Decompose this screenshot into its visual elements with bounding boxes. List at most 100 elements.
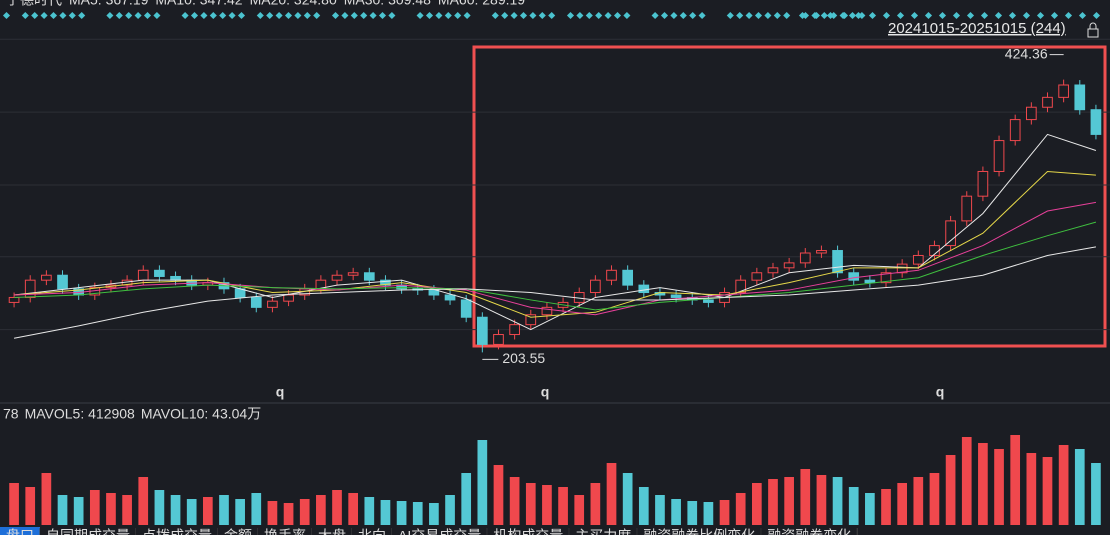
candle-body [816, 250, 827, 254]
ma-legend: MA10: 347.42 [155, 0, 242, 8]
volume-bar [396, 501, 407, 525]
tab[interactable]: 自同期成交量 [40, 527, 137, 535]
signal-diamond [679, 11, 687, 20]
signal-diamond [228, 11, 236, 20]
signal-diamond [501, 11, 509, 20]
range-label[interactable]: 20241015-20251015 (244) [888, 20, 1066, 37]
volume-bar [9, 483, 19, 525]
volume-bar [832, 477, 843, 525]
volume-bar [73, 497, 84, 525]
candle-body [509, 324, 520, 336]
tab[interactable]: 融资融券变化 [761, 527, 858, 535]
ma-line [14, 170, 1096, 318]
signal-diamond [275, 11, 283, 20]
candle-body [864, 279, 876, 284]
signal-diamond [670, 11, 678, 20]
volume-bar [25, 487, 36, 525]
signal-diamond [294, 11, 302, 20]
tab[interactable]: 机构成交量 [487, 527, 570, 535]
signal-diamond [463, 11, 471, 20]
volume-bar [800, 469, 811, 525]
tab-label: 大盘 [318, 528, 346, 535]
candle-body [912, 254, 924, 265]
candle-body [41, 274, 52, 281]
signal-diamond [190, 11, 199, 20]
signal-diamond [840, 11, 849, 20]
signal-diamond [454, 11, 462, 20]
volume-bar [332, 490, 342, 525]
candle-body [380, 279, 391, 286]
tab[interactable]: AI交易成交量 [392, 527, 488, 535]
volume-bar [57, 495, 68, 525]
volume-bar [1058, 445, 1069, 525]
lock-icon[interactable] [1087, 22, 1099, 38]
event-marker: q [936, 384, 945, 400]
signal-diamond [966, 11, 975, 20]
tab-bg [761, 527, 858, 535]
volume-bar [622, 473, 633, 525]
candle-body [590, 279, 601, 294]
volume-bar [848, 487, 859, 525]
signal-diamond [848, 11, 857, 20]
tab[interactable]: 主买力度 [569, 527, 638, 535]
selection-box [472, 45, 1107, 348]
signal-diamond [2, 11, 11, 20]
tab[interactable]: 换手率 [258, 527, 313, 535]
signal-diamond [783, 11, 791, 20]
tab[interactable]: 金额 [218, 527, 259, 535]
signal-diamond [219, 11, 227, 20]
candle-body [977, 170, 989, 197]
signal-diamond [369, 11, 377, 20]
signal-diamond [21, 11, 29, 20]
candle-body [8, 296, 20, 303]
volume-bar [929, 473, 940, 525]
signal-diamond [623, 11, 631, 20]
candle-body [751, 272, 763, 281]
volume-bar [913, 477, 924, 525]
signal-diamond [200, 11, 208, 20]
volume-bar [978, 443, 988, 525]
volume-bar [429, 503, 439, 525]
volume-bar [445, 495, 455, 525]
volume-bar [41, 473, 52, 525]
event-marker: q [276, 384, 285, 400]
candle-body [670, 294, 682, 298]
signal-diamond [773, 11, 781, 20]
signal-diamond [134, 11, 142, 20]
signal-diamond [576, 11, 584, 20]
tab[interactable]: 点拨成交量 [136, 527, 219, 535]
candle-body [460, 299, 472, 318]
signal-diamond [812, 11, 821, 20]
tab-bg [569, 527, 638, 535]
signal-diamond [689, 11, 697, 20]
signal-diamond [754, 11, 763, 20]
tab[interactable]: 融资融券比例变化 [637, 527, 762, 535]
volume-bar [89, 490, 100, 525]
signal-diamond [350, 11, 358, 20]
signal-diamond [378, 11, 387, 20]
volume-bar [784, 477, 794, 525]
tab[interactable]: 大盘 [312, 527, 353, 535]
candle-body [767, 267, 779, 274]
signal-diamond [529, 11, 537, 20]
candle-body [703, 299, 714, 303]
signal-diamond [745, 11, 753, 20]
volume-bar [994, 449, 1004, 525]
tab[interactable]: 盘口 [0, 527, 41, 535]
tab[interactable]: 北向 [352, 527, 393, 535]
volume-bar [816, 475, 827, 525]
candle-body [476, 316, 488, 345]
signal-diamond [882, 11, 891, 20]
signal-diamond [896, 11, 905, 20]
signal-diamond [143, 11, 152, 20]
candle-body [961, 195, 973, 222]
candle-body [428, 289, 440, 296]
candle-body [896, 263, 908, 274]
candle-body [606, 269, 617, 281]
candle-body [1074, 84, 1086, 111]
signal-diamond [284, 11, 293, 20]
candle-body [1025, 106, 1037, 121]
volume-bar [380, 500, 391, 525]
tab-label: 换手率 [264, 528, 306, 535]
